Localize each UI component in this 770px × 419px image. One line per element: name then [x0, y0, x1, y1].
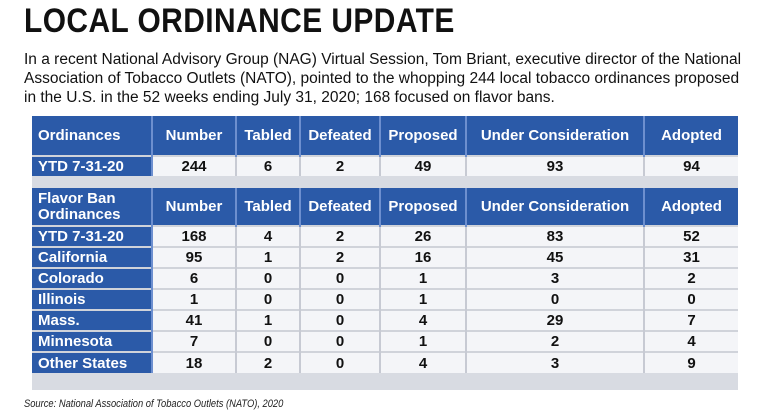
- table-row: YTD 7-31-20 168 4 2 26 83 52: [32, 225, 738, 247]
- cell-number: 7: [152, 330, 237, 352]
- cell-under-consideration: 0: [466, 288, 645, 310]
- cell-under-consideration: 2: [466, 330, 645, 352]
- row-label: California: [32, 246, 153, 268]
- row-label: Mass.: [32, 309, 153, 331]
- table-row: Illinois 1 0 0 1 0 0: [32, 288, 738, 310]
- cell-adopted: 9: [644, 351, 738, 373]
- cell-tabled: 0: [236, 288, 301, 310]
- row-label: Colorado: [32, 267, 153, 289]
- cell-proposed: 1: [380, 330, 467, 352]
- table-header-row: Ordinances Number Tabled Defeated Propos…: [32, 116, 738, 156]
- cell-defeated: 2: [300, 155, 381, 176]
- cell-defeated: 2: [300, 225, 381, 247]
- col-header-tabled: Tabled: [236, 116, 301, 156]
- cell-tabled: 6: [236, 155, 301, 176]
- cell-under-consideration: 83: [466, 225, 645, 247]
- cell-number: 168: [152, 225, 237, 247]
- col-header-proposed: Proposed: [380, 116, 467, 156]
- page-title: LOCAL ORDINANCE UPDATE: [24, 2, 455, 40]
- col-header-tabled: Tabled: [236, 188, 301, 226]
- ordinances-table: Ordinances Number Tabled Defeated Propos…: [32, 116, 738, 176]
- table-row: YTD 7-31-20 244 6 2 49 93 94: [32, 155, 738, 176]
- cell-adopted: 4: [644, 330, 738, 352]
- cell-proposed: 16: [380, 246, 467, 268]
- cell-proposed: 1: [380, 267, 467, 289]
- cell-number: 6: [152, 267, 237, 289]
- cell-proposed: 26: [380, 225, 467, 247]
- cell-adopted: 2: [644, 267, 738, 289]
- table-row: Mass. 41 1 0 4 29 7: [32, 309, 738, 331]
- cell-adopted: 0: [644, 288, 738, 310]
- cell-tabled: 4: [236, 225, 301, 247]
- cell-proposed: 49: [380, 155, 467, 176]
- col-header-adopted: Adopted: [644, 188, 738, 226]
- cell-under-consideration: 93: [466, 155, 645, 176]
- cell-tabled: 2: [236, 351, 301, 373]
- cell-under-consideration: 3: [466, 267, 645, 289]
- cell-defeated: 2: [300, 246, 381, 268]
- cell-adopted: 7: [644, 309, 738, 331]
- cell-proposed: 1: [380, 288, 467, 310]
- table-header-row: Flavor Ban Ordinances Number Tabled Defe…: [32, 188, 738, 226]
- cell-tabled: 0: [236, 330, 301, 352]
- col-header-defeated: Defeated: [300, 188, 381, 226]
- col-header-under-consideration: Under Consideration: [466, 188, 645, 226]
- table-row: Minnesota 7 0 0 1 2 4: [32, 330, 738, 352]
- cell-under-consideration: 45: [466, 246, 645, 268]
- row-label: Other States: [32, 351, 153, 373]
- cell-adopted: 31: [644, 246, 738, 268]
- col-header-ordinances: Ordinances: [32, 116, 153, 156]
- table-row: California 95 1 2 16 45 31: [32, 246, 738, 268]
- cell-adopted: 52: [644, 225, 738, 247]
- cell-defeated: 0: [300, 309, 381, 331]
- table-row: Other States 18 2 0 4 3 9: [32, 351, 738, 373]
- row-label: Illinois: [32, 288, 153, 310]
- col-header-adopted: Adopted: [644, 116, 738, 156]
- col-header-number: Number: [152, 116, 237, 156]
- intro-paragraph: In a recent National Advisory Group (NAG…: [24, 51, 742, 106]
- cell-number: 1: [152, 288, 237, 310]
- cell-defeated: 0: [300, 351, 381, 373]
- flavor-ban-rows: YTD 7-31-20 168 4 2 26 83 52 California 95 1 2 16 45…: [32, 225, 738, 373]
- cell-defeated: 0: [300, 267, 381, 289]
- col-header-proposed: Proposed: [380, 188, 467, 226]
- cell-number: 244: [152, 155, 237, 176]
- cell-defeated: 0: [300, 330, 381, 352]
- source-note: Source: National Association of Tobacco …: [24, 398, 284, 410]
- table-row: Colorado 6 0 0 1 3 2: [32, 267, 738, 289]
- row-label: YTD 7-31-20: [32, 155, 153, 176]
- col-header-number: Number: [152, 188, 237, 226]
- col-header-defeated: Defeated: [300, 116, 381, 156]
- col-header-under-consideration: Under Consideration: [466, 116, 645, 156]
- cell-tabled: 1: [236, 246, 301, 268]
- cell-under-consideration: 29: [466, 309, 645, 331]
- flavor-ban-table: Flavor Ban Ordinances Number Tabled Defe…: [32, 188, 738, 373]
- col-header-flavor-ban-ordinances: Flavor Ban Ordinances: [32, 188, 153, 226]
- cell-number: 95: [152, 246, 237, 268]
- cell-under-consideration: 3: [466, 351, 645, 373]
- cell-tabled: 0: [236, 267, 301, 289]
- cell-tabled: 1: [236, 309, 301, 331]
- cell-defeated: 0: [300, 288, 381, 310]
- row-label: YTD 7-31-20: [32, 225, 153, 247]
- cell-proposed: 4: [380, 351, 467, 373]
- cell-number: 18: [152, 351, 237, 373]
- cell-adopted: 94: [644, 155, 738, 176]
- ordinance-tables-panel: Ordinances Number Tabled Defeated Propos…: [32, 116, 738, 390]
- cell-number: 41: [152, 309, 237, 331]
- cell-proposed: 4: [380, 309, 467, 331]
- row-label: Minnesota: [32, 330, 153, 352]
